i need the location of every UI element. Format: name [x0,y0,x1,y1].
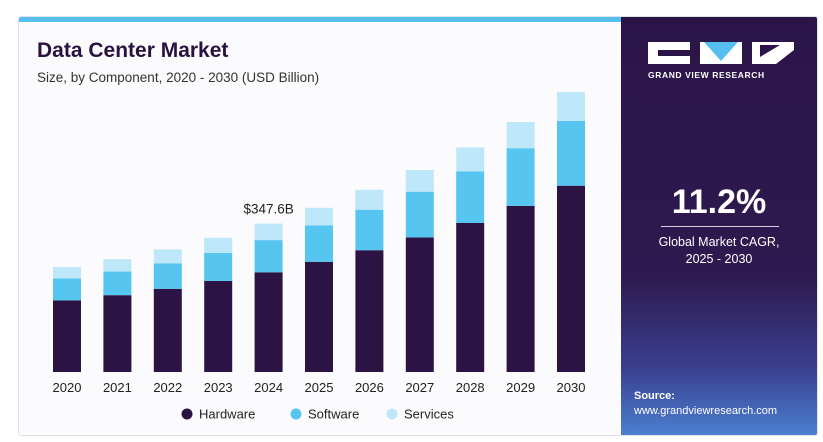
data-label-2024: $347.6B [243,202,293,217]
legend-marker-software [290,408,302,420]
bar-software-2026 [355,209,384,251]
x-tick-label-2030: 2030 [557,380,586,395]
x-tick-label-2028: 2028 [456,380,485,395]
source-block: Source: www.grandviewresearch.com [634,389,777,419]
bar-software-2027 [405,191,434,238]
bar-hardware-2025 [305,261,333,372]
x-tick-label-2024: 2024 [254,380,283,395]
x-tick-label-2026: 2026 [355,380,384,395]
brand-logo: GRAND VIEW RESEARCH [648,42,794,80]
bar-software-2030 [557,120,585,186]
bar-hardware-2030 [557,185,585,372]
source-link[interactable]: www.grandviewresearch.com [634,405,778,417]
cagr-label-line1: Global Market CAGR, [658,235,780,249]
bar-services-2026 [355,189,384,210]
cagr-value: 11.2% [671,183,767,221]
sidebar-panel: GRAND VIEW RESEARCH 11.2% Global Market … [621,17,817,435]
bar-software-2023 [204,252,233,281]
bar-software-2022 [153,263,182,289]
bar-services-2025 [305,207,333,226]
page-subtitle: Size, by Component, 2020 - 2030 (USD Bil… [37,70,320,85]
x-tick-label-2022: 2022 [153,380,182,395]
x-tick-label-2021: 2021 [103,380,132,395]
x-tick-label-2025: 2025 [305,380,334,395]
cagr-label: Global Market CAGR, 2025 - 2030 [621,234,817,268]
logo-mark-icon [648,42,794,64]
x-tick-label-2023: 2023 [204,380,233,395]
bar-hardware-2024 [254,272,283,372]
bar-software-2024 [254,240,283,273]
bar-services-2024 [254,223,283,241]
cagr-label-line2: 2025 - 2030 [685,252,753,266]
bar-hardware-2020 [53,300,81,372]
legend-marker-services [386,408,398,420]
legend-marker-hardware [181,408,193,420]
bar-services-2022 [153,249,182,264]
cagr-divider [661,226,779,227]
legend-label-services: Services [404,407,454,422]
page-title: Data Center Market [37,39,229,62]
brand-name: GRAND VIEW RESEARCH [648,70,765,80]
legend-label-hardware: Hardware [199,407,255,422]
source-label: Source: [634,390,675,402]
bar-services-2028 [456,147,485,172]
bar-services-2021 [103,259,132,272]
x-tick-label-2020: 2020 [53,380,82,395]
bar-hardware-2028 [456,222,485,372]
bar-services-2029 [506,122,535,149]
bar-software-2021 [103,271,132,296]
bar-services-2030 [557,92,585,121]
bar-hardware-2026 [355,250,384,372]
x-tick-label-2027: 2027 [405,380,434,395]
bar-software-2020 [53,278,81,301]
bar-hardware-2027 [405,237,434,372]
bar-software-2029 [506,148,535,206]
x-tick-label-2029: 2029 [506,380,535,395]
infographic-card: Data Center Market Size, by Component, 2… [18,16,818,436]
chart-panel: Data Center Market Size, by Component, 2… [19,17,621,435]
bar-hardware-2023 [204,280,233,372]
bar-services-2027 [405,170,434,192]
stacked-bar-chart: 2020 2021 2022 2023 2024 $347.6B 2025 2026 2027 2… [53,92,586,422]
bar-software-2028 [456,171,485,223]
bar-software-2025 [305,225,333,262]
bar-hardware-2022 [153,288,182,372]
bar-services-2020 [53,267,81,279]
bar-services-2023 [204,237,233,253]
bar-hardware-2029 [506,205,535,372]
legend-label-software: Software [308,407,359,422]
bar-hardware-2021 [103,295,132,372]
